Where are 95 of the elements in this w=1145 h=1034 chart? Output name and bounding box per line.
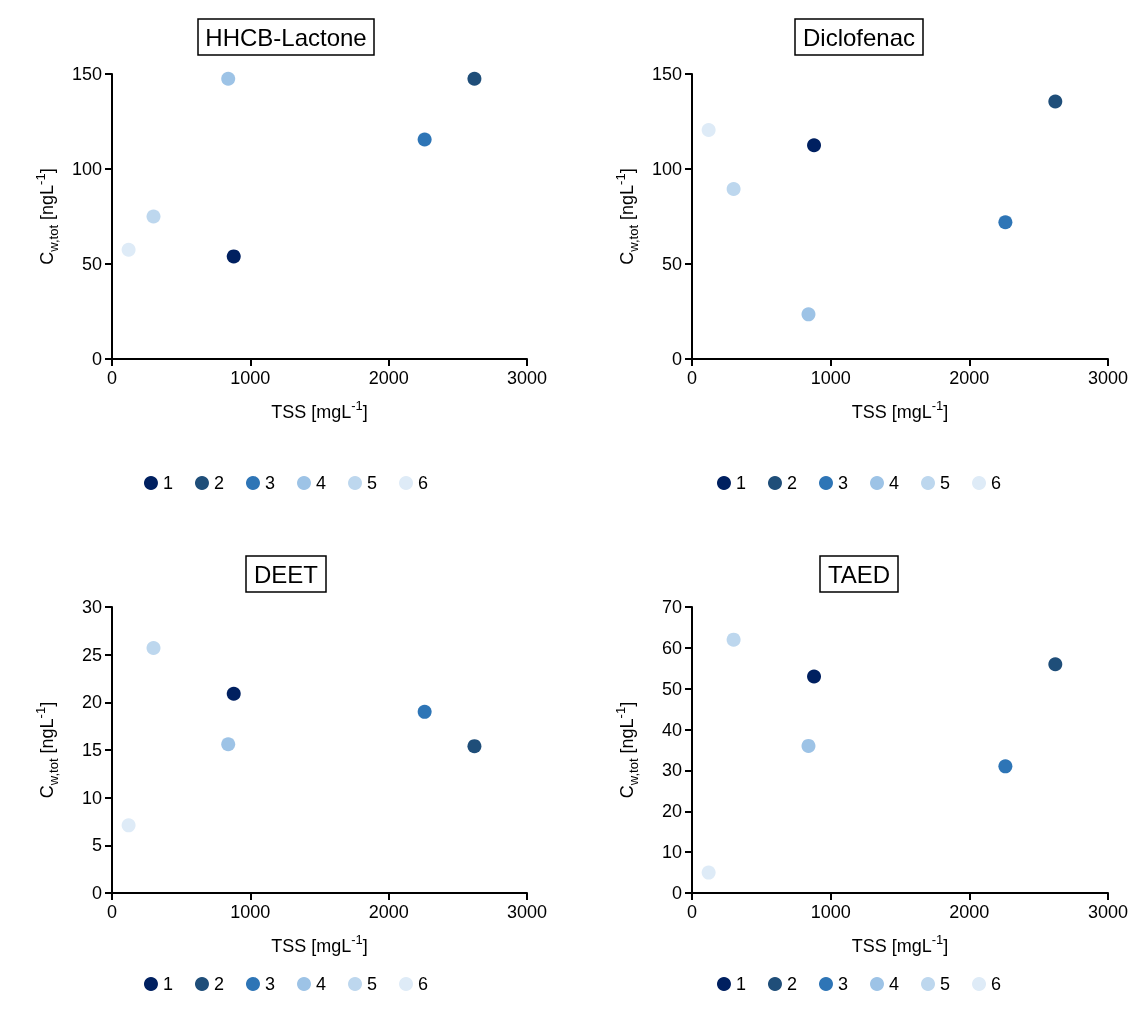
y-tick-label: 0 <box>91 883 102 903</box>
x-tick-label: 2000 <box>368 368 409 388</box>
y-tick-label: 70 <box>661 597 682 617</box>
legend-label: 1 <box>735 974 746 994</box>
legend-label: 6 <box>991 974 1002 994</box>
point <box>807 669 822 684</box>
legend-label: 3 <box>837 974 848 994</box>
point <box>146 641 161 655</box>
y-tick-label: 10 <box>81 787 102 808</box>
x-tick-label: 0 <box>106 902 118 922</box>
y-tick-label: 100 <box>651 159 682 179</box>
legend-label: 2 <box>786 974 797 994</box>
x-tick-label: 3000 <box>506 902 548 922</box>
y-tick-label: 0 <box>671 349 682 369</box>
y-tick-label: 100 <box>71 159 102 179</box>
x-tick-label: 2000 <box>949 368 990 388</box>
legend-label: 4 <box>889 473 900 493</box>
legend-label: 1 <box>735 473 746 493</box>
chart-title: DEET <box>253 560 319 588</box>
point <box>467 739 482 754</box>
x-tick-label: 3000 <box>1087 902 1129 922</box>
legend-label: 3 <box>264 974 275 994</box>
y-axis-title: Cw,tot [ngL-1] <box>33 168 61 265</box>
legend-label: 5 <box>367 473 378 493</box>
point <box>226 686 241 701</box>
y-tick-label: 0 <box>671 883 682 903</box>
legend-label: 4 <box>889 974 900 994</box>
point <box>467 71 482 86</box>
y-tick-label: 0 <box>91 349 102 369</box>
y-tick-label: 50 <box>661 678 682 699</box>
point <box>801 307 816 322</box>
chart-title: HHCB-Lactone <box>205 23 367 51</box>
legend-label: 6 <box>418 974 429 994</box>
legend-label: 4 <box>316 473 327 493</box>
point <box>998 759 1013 774</box>
legend-label: 2 <box>213 974 224 994</box>
point <box>726 632 741 647</box>
x-tick-label: 1000 <box>810 902 851 922</box>
x-tick-label: 3000 <box>1087 368 1129 388</box>
x-tick-label: 2000 <box>368 902 409 922</box>
point <box>417 704 432 719</box>
legend-label: 2 <box>786 473 797 493</box>
legend-label: 6 <box>418 473 429 493</box>
x-tick-label: 3000 <box>506 368 548 388</box>
y-axis-title: Cw,tot [ngL-1] <box>33 701 61 799</box>
legend-label: 5 <box>367 974 378 994</box>
legend-label: 3 <box>264 473 275 493</box>
legend-label: 5 <box>940 473 951 493</box>
y-tick-label: 30 <box>661 760 682 781</box>
point <box>701 865 716 880</box>
x-tick-label: 1000 <box>810 368 851 388</box>
y-tick-label: 15 <box>81 740 102 760</box>
x-tick-label: 1000 <box>230 368 271 388</box>
legend-label: 4 <box>316 974 327 994</box>
x-tick-label: 0 <box>106 368 118 388</box>
point <box>146 209 161 224</box>
legend-label: 1 <box>162 473 173 493</box>
point <box>221 71 236 86</box>
legend-label: 6 <box>991 473 1002 493</box>
y-tick-label: 20 <box>81 692 102 713</box>
y-axis-title: Cw,tot [ngL-1] <box>613 701 641 799</box>
point <box>226 249 241 264</box>
y-tick-label: 30 <box>81 597 102 617</box>
point <box>121 818 136 833</box>
legend-label: 5 <box>940 974 951 994</box>
y-tick-label: 5 <box>91 835 102 856</box>
y-tick-label: 50 <box>661 254 682 274</box>
point <box>417 132 432 147</box>
y-tick-label: 40 <box>661 719 682 740</box>
point <box>1048 94 1063 109</box>
point <box>701 123 716 138</box>
x-tick-label: 1000 <box>230 902 271 922</box>
y-tick-label: 50 <box>81 254 102 274</box>
legend-label: 1 <box>162 974 173 994</box>
point <box>221 737 236 752</box>
point <box>801 738 816 753</box>
y-axis-title: Cw,tot [ngL-1] <box>613 168 641 265</box>
x-tick-label: 0 <box>686 902 698 922</box>
y-tick-label: 25 <box>81 644 102 665</box>
y-tick-label: 150 <box>71 64 102 84</box>
point <box>726 181 741 196</box>
y-tick-label: 150 <box>651 64 682 84</box>
y-tick-label: 10 <box>661 842 682 863</box>
x-tick-label: 2000 <box>949 902 990 922</box>
chart-title: TAED <box>827 560 891 588</box>
legend-label: 3 <box>837 473 848 493</box>
chart-title: Diclofenac <box>802 23 916 51</box>
x-tick-label: 0 <box>686 368 698 388</box>
point <box>1048 657 1063 672</box>
legend-label: 2 <box>213 473 224 493</box>
point <box>807 138 822 153</box>
point <box>121 242 136 257</box>
y-tick-label: 60 <box>661 637 682 658</box>
point <box>998 215 1013 230</box>
y-tick-label: 20 <box>661 801 682 822</box>
